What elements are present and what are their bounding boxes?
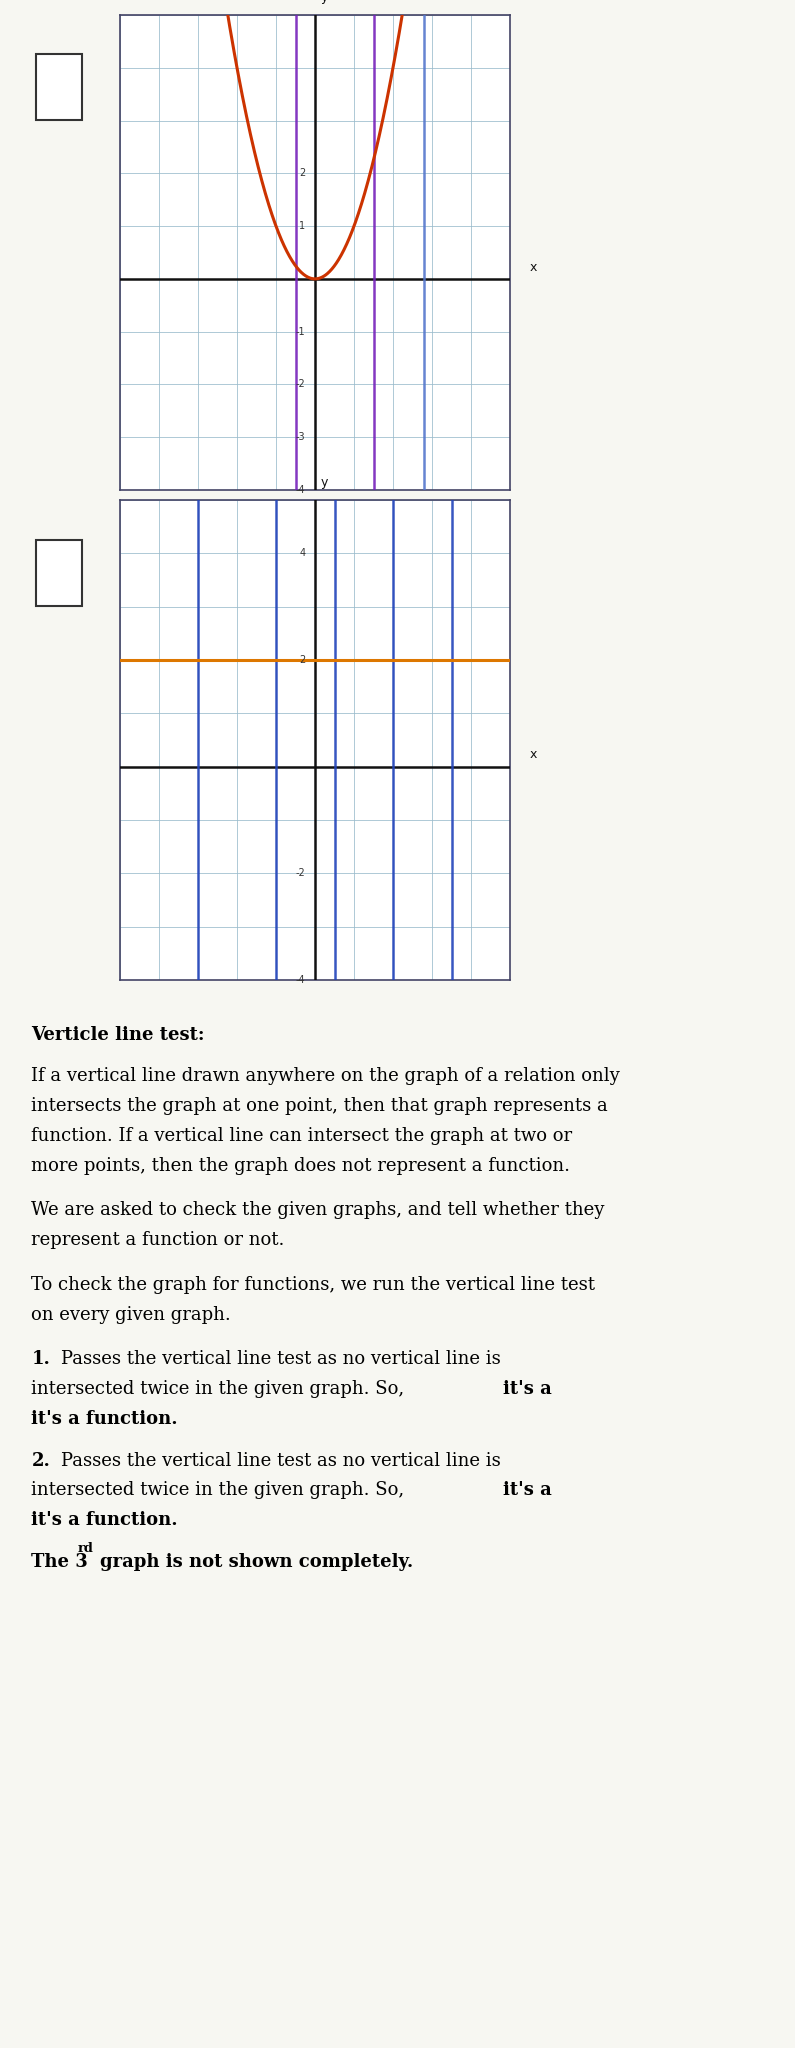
- Text: x: x: [529, 260, 537, 274]
- Text: Passes the vertical line test as no vertical line is: Passes the vertical line test as no vert…: [60, 1350, 500, 1368]
- Text: on every given graph.: on every given graph.: [31, 1307, 231, 1323]
- Text: rd: rd: [77, 1542, 93, 1554]
- Text: it's a function.: it's a function.: [31, 1409, 178, 1427]
- Text: intersected twice in the given graph. So,: intersected twice in the given graph. So…: [31, 1481, 405, 1499]
- Text: The 3: The 3: [31, 1552, 88, 1571]
- Text: We are asked to check the given graphs, and tell whether they: We are asked to check the given graphs, …: [31, 1202, 605, 1219]
- Text: it's a: it's a: [503, 1481, 552, 1499]
- Text: To check the graph for functions, we run the vertical line test: To check the graph for functions, we run…: [31, 1276, 595, 1294]
- Text: represent a function or not.: represent a function or not.: [31, 1231, 285, 1249]
- Text: -4: -4: [296, 975, 305, 985]
- Text: graph is not shown completely.: graph is not shown completely.: [99, 1552, 413, 1571]
- Text: -4: -4: [296, 485, 305, 496]
- Text: 1.: 1.: [31, 1350, 50, 1368]
- Text: -1: -1: [296, 328, 305, 336]
- Text: it's a: it's a: [503, 1380, 552, 1399]
- Text: intersects the graph at one point, then that graph represents a: intersects the graph at one point, then …: [31, 1098, 608, 1114]
- Text: -3: -3: [296, 432, 305, 442]
- Text: y: y: [321, 477, 328, 489]
- Text: 2.: 2.: [31, 1452, 50, 1470]
- Text: Passes the vertical line test as no vertical line is: Passes the vertical line test as no vert…: [60, 1452, 500, 1470]
- Text: -2: -2: [296, 868, 305, 879]
- Text: Verticle line test:: Verticle line test:: [31, 1026, 205, 1044]
- Text: intersected twice in the given graph. So,: intersected twice in the given graph. So…: [31, 1380, 405, 1399]
- Text: y: y: [321, 0, 328, 4]
- Text: -2: -2: [296, 379, 305, 389]
- Text: more points, then the graph does not represent a function.: more points, then the graph does not rep…: [31, 1157, 570, 1176]
- Text: 2: 2: [299, 168, 305, 178]
- Text: 4: 4: [299, 549, 305, 559]
- Text: 2: 2: [299, 655, 305, 666]
- Text: x: x: [529, 748, 537, 762]
- Text: it's a function.: it's a function.: [31, 1511, 178, 1530]
- Text: 1: 1: [299, 221, 305, 231]
- Text: function. If a vertical line can intersect the graph at two or: function. If a vertical line can interse…: [31, 1126, 572, 1145]
- Text: If a vertical line drawn anywhere on the graph of a relation only: If a vertical line drawn anywhere on the…: [31, 1067, 620, 1085]
